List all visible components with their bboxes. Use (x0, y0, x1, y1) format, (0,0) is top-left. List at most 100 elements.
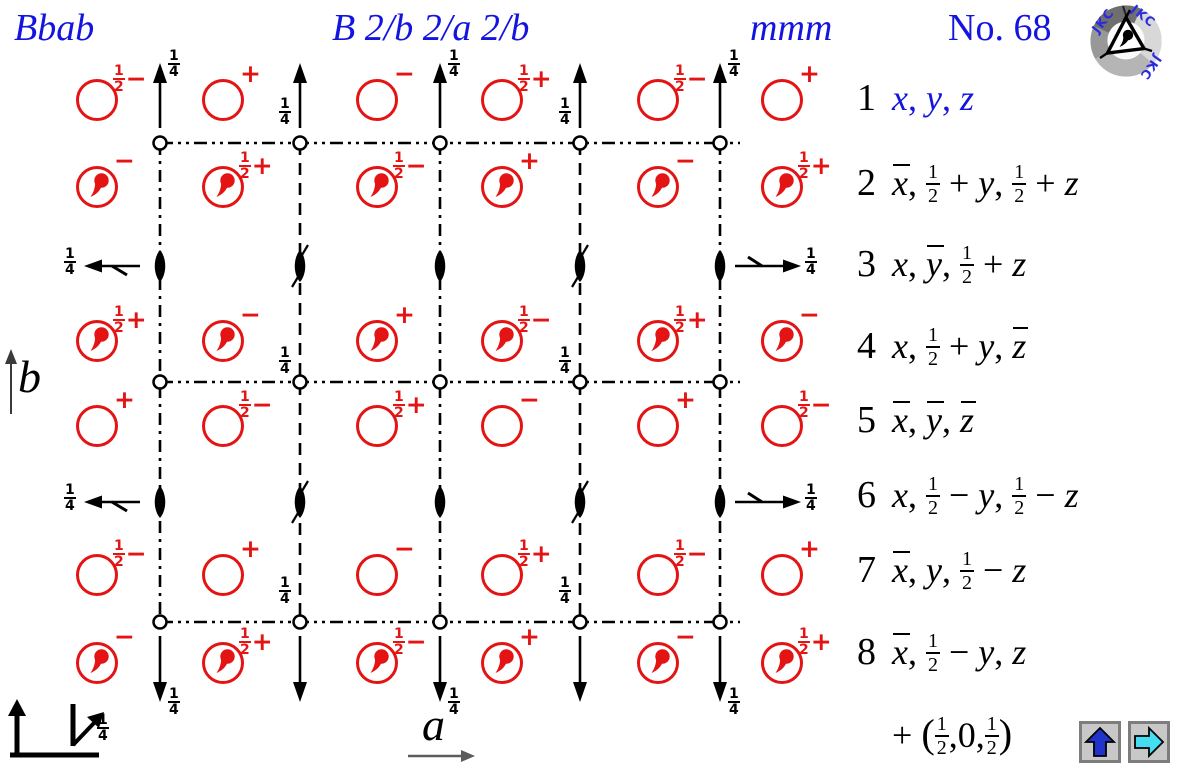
enantiomorph-comma (775, 173, 794, 197)
atom-circle-comma: 1 2 + (76, 305, 147, 362)
screw-axis-lens (294, 486, 306, 518)
operation-coordinates: x, y, z (892, 78, 974, 118)
atom-circle-open: + (202, 536, 261, 596)
up-arrow-icon (1083, 726, 1117, 757)
atom-height-label: + (114, 385, 135, 414)
atom-circle-comma: − (761, 302, 820, 362)
operation-number: 6 (857, 474, 876, 516)
inversion-centre (712, 374, 728, 390)
atom-height-label: 1 2 + (798, 626, 832, 658)
inversion-centre (292, 374, 308, 390)
atom-height-label: 1 2− (674, 538, 708, 570)
atom-height-label: − (394, 534, 415, 563)
operation-number: 5 (857, 399, 876, 441)
atom-height-label: 1 2 + (113, 304, 147, 336)
glide-lines (158, 141, 740, 624)
atom-circle-comma: 1 2 + (761, 627, 832, 684)
atom-circle-comma: − (202, 302, 261, 362)
atom-circle-comma: 1 2− (356, 627, 427, 684)
atom-height-label: + (240, 534, 261, 563)
right-arrow-icon (1134, 725, 1165, 759)
inversion-centre (712, 614, 728, 630)
atom-circle-open: + (202, 61, 261, 121)
atom-height-label: − (114, 146, 135, 175)
inversion-centre (152, 614, 168, 630)
atom-height-label: 1 2− (393, 150, 427, 182)
operation-number: 2 (857, 162, 876, 204)
rotation-axis-lens (714, 250, 726, 282)
atom-circle-open: 1 2− (637, 64, 708, 121)
nav-up-button[interactable] (1079, 721, 1121, 763)
enantiomorph-comma (90, 327, 109, 351)
enantiomorph-comma (495, 649, 514, 673)
atom-circle-comma: 1 2 + (202, 627, 273, 684)
atom-height-label: − (240, 300, 261, 329)
nav-next-button[interactable] (1128, 721, 1170, 763)
jkc-logo-center (1099, 9, 1153, 59)
atom-circle-open: + (761, 61, 820, 121)
symmetry-operation-row: 5 x, y, z (840, 398, 1180, 442)
inversion-centre (152, 135, 168, 151)
atom-circle-open: 1 2− (76, 539, 147, 596)
screw-axis-lens (574, 486, 586, 518)
atom-height-label: 1 2− (113, 538, 147, 570)
rotation-axis-lens (154, 486, 166, 518)
operation-number: 3 (857, 243, 876, 285)
atom-circle-comma: − (637, 624, 696, 684)
inversion-centre (432, 135, 448, 151)
inversion-centre (292, 135, 308, 151)
atom-circle-comma: 1 2 + (761, 151, 832, 208)
rotation-axis-lens (434, 486, 446, 518)
a-axis-label: a (422, 699, 445, 750)
jkc-logo[interactable]: JKC JKC JKC (1086, 1, 1166, 83)
enantiomorph-comma (651, 173, 670, 197)
atom-circle-open: + (76, 387, 135, 447)
enantiomorph-comma (370, 649, 389, 673)
two-fold-axes (154, 244, 726, 524)
unit-cell-diagram (5, 63, 801, 762)
atom-height-label: 1 2 + (239, 626, 273, 658)
atom-circle-open: 1 2 + (356, 390, 427, 447)
atom-height-label: + (519, 622, 540, 651)
inversion-centre (572, 374, 588, 390)
enantiomorph-comma (216, 173, 235, 197)
atom-height-label: 1 2 + (393, 389, 427, 421)
screw-axis-lens (294, 250, 306, 282)
enantiomorph-comma (216, 327, 235, 351)
atom-circle-comma: 1 2− (481, 305, 552, 362)
atom-circle-comma: − (76, 624, 135, 684)
atom-height-label: + (240, 59, 261, 88)
rotation-axis-lens (714, 486, 726, 518)
inversion-centre (432, 374, 448, 390)
atom-circle-open: + (761, 536, 820, 596)
space-group-symbol-short: Bbab (14, 7, 95, 49)
atom-circle-open: − (481, 387, 540, 447)
atom-circle-comma: − (76, 148, 135, 208)
atom-circle-open: + (637, 387, 696, 447)
inversion-centre (572, 135, 588, 151)
in-plane-axis-arrows (84, 63, 801, 702)
inversion-centre (292, 614, 308, 630)
enantiomorph-comma (90, 649, 109, 673)
space-group-symbol-full: B 2/b 2/a 2/b (332, 7, 530, 49)
space-group-number: No. 68 (948, 7, 1052, 49)
atom-circle-comma: + (356, 302, 415, 362)
